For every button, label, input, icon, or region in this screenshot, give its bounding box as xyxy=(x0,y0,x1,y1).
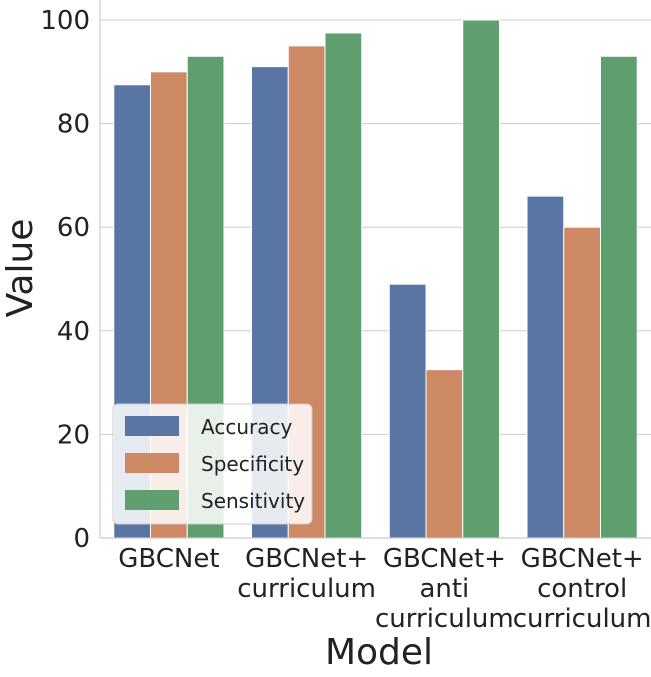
bar-sensitivity-1 xyxy=(324,32,363,539)
bar-specificity-3 xyxy=(563,226,601,539)
legend-label-sensitivity: Sensitivity xyxy=(201,489,305,513)
x-tick-label: GBCNet+ xyxy=(245,544,368,574)
legend-label-specificity: Specificity xyxy=(201,452,304,476)
axes xyxy=(99,0,651,539)
bar-accuracy-2 xyxy=(388,283,427,539)
legend-label-accuracy: Accuracy xyxy=(201,415,292,439)
legend-swatch-accuracy xyxy=(125,416,179,436)
x-tick-labels: GBCNet GBCNet+curriculumGBCNet+anticurric… xyxy=(118,544,651,634)
y-tick-label: 0 xyxy=(73,524,90,554)
y-tick-label: 80 xyxy=(57,110,90,140)
y-tick-label: 20 xyxy=(57,420,90,450)
x-tick-label: curriculum xyxy=(513,604,651,634)
y-tick-labels: 0 20 40 60 80 100 xyxy=(40,6,90,554)
bar-accuracy-3 xyxy=(526,195,565,539)
y-axis-title: Value xyxy=(0,219,41,318)
x-tick-label: curriculum xyxy=(237,574,376,604)
y-tick-label: 60 xyxy=(57,213,90,243)
y-tick-label: 100 xyxy=(40,6,90,36)
legend-swatch-sensitivity xyxy=(125,490,179,510)
x-tick-label: control xyxy=(537,574,627,604)
bar-specificity-2 xyxy=(425,369,464,539)
x-tick-label: curriculum xyxy=(375,604,514,634)
bar-sensitivity-3 xyxy=(599,55,638,539)
legend: Accuracy Specificity Sensitivity xyxy=(112,403,313,525)
x-tick-label: GBCNet+ xyxy=(521,544,644,574)
x-tick-label: GBCNet xyxy=(118,544,219,574)
legend-swatch-specificity xyxy=(125,453,179,473)
bar-sensitivity-2 xyxy=(462,19,500,539)
x-axis-title: Model xyxy=(325,632,433,673)
y-tick-label: 40 xyxy=(57,317,90,347)
x-tick-label: anti xyxy=(419,574,469,604)
x-tick-label: GBCNet+ xyxy=(383,544,506,574)
